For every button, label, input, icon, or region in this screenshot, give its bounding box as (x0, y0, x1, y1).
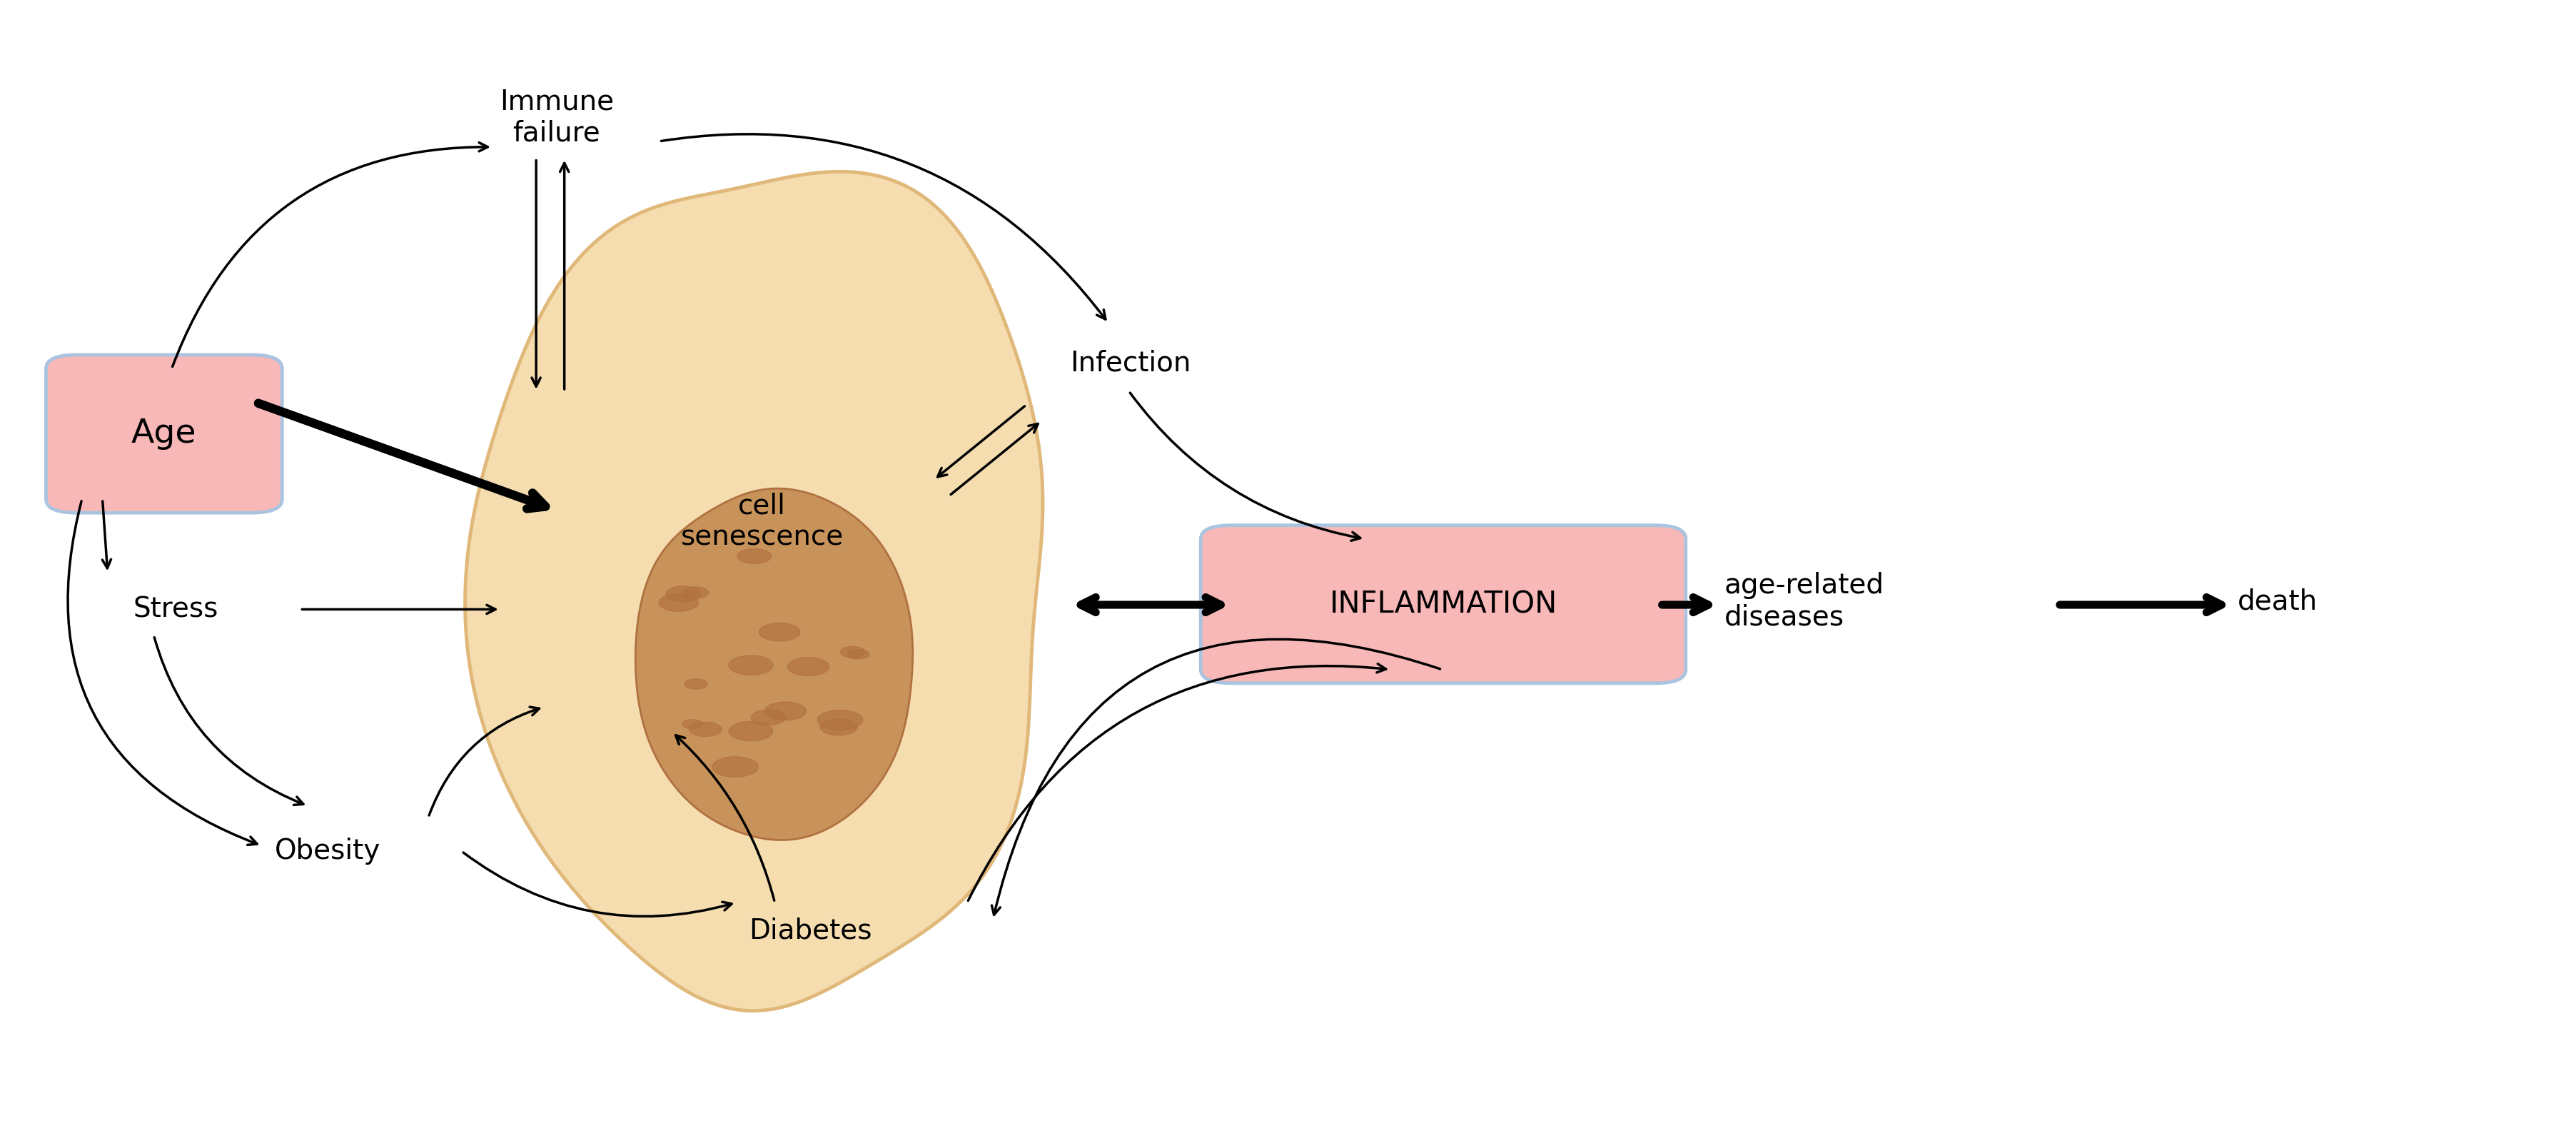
Text: INFLAMMATION: INFLAMMATION (1329, 589, 1556, 619)
Circle shape (765, 701, 806, 721)
Circle shape (665, 586, 701, 602)
Text: death: death (2239, 588, 2318, 615)
FancyArrowPatch shape (951, 424, 1038, 494)
FancyArrowPatch shape (1662, 597, 1708, 612)
FancyArrowPatch shape (430, 707, 538, 816)
FancyArrowPatch shape (2061, 597, 2221, 612)
Circle shape (819, 719, 858, 736)
Circle shape (683, 587, 708, 598)
Text: Immune
failure: Immune failure (500, 88, 613, 147)
FancyArrowPatch shape (1082, 597, 1221, 612)
Text: Age: Age (131, 418, 196, 450)
FancyArrowPatch shape (258, 403, 546, 509)
FancyArrowPatch shape (531, 160, 541, 386)
Text: Stress: Stress (134, 596, 219, 623)
FancyArrowPatch shape (67, 501, 258, 845)
Circle shape (788, 658, 829, 676)
Circle shape (840, 646, 866, 658)
Circle shape (750, 709, 786, 725)
Circle shape (737, 549, 770, 564)
Circle shape (729, 656, 773, 675)
FancyBboxPatch shape (46, 355, 283, 512)
Circle shape (685, 678, 708, 689)
Text: cell
senescence: cell senescence (680, 493, 842, 551)
FancyArrowPatch shape (173, 142, 487, 367)
Circle shape (714, 756, 757, 777)
Circle shape (683, 720, 703, 729)
FancyArrowPatch shape (464, 853, 732, 917)
Circle shape (688, 722, 721, 737)
Polygon shape (636, 488, 912, 840)
Circle shape (760, 623, 801, 641)
FancyArrowPatch shape (992, 639, 1440, 915)
Text: Infection: Infection (1069, 350, 1190, 376)
Text: Diabetes: Diabetes (750, 917, 873, 944)
Text: age-related
diseases: age-related diseases (1723, 572, 1883, 630)
Circle shape (729, 722, 773, 741)
FancyArrowPatch shape (1131, 393, 1360, 541)
Circle shape (659, 594, 698, 611)
FancyArrowPatch shape (662, 134, 1105, 320)
FancyArrowPatch shape (675, 736, 775, 901)
FancyBboxPatch shape (1200, 525, 1685, 683)
Circle shape (817, 711, 863, 730)
FancyArrowPatch shape (103, 501, 111, 568)
Circle shape (848, 650, 868, 659)
Text: Obesity: Obesity (276, 838, 381, 865)
FancyArrowPatch shape (969, 664, 1386, 901)
Polygon shape (466, 172, 1043, 1011)
FancyArrowPatch shape (938, 406, 1025, 477)
FancyArrowPatch shape (559, 163, 569, 390)
FancyArrowPatch shape (155, 637, 304, 804)
FancyArrowPatch shape (301, 605, 495, 614)
